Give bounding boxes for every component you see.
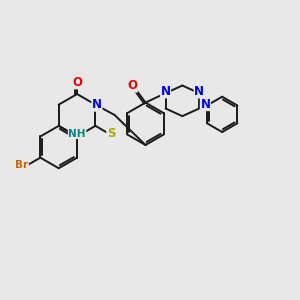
Text: N: N [160,85,170,98]
Text: NH: NH [68,128,86,139]
Text: Br: Br [15,160,28,170]
Text: S: S [107,127,115,140]
Text: N: N [200,98,210,111]
Text: N: N [194,85,204,98]
Text: N: N [92,98,102,111]
Text: O: O [72,76,82,89]
Text: O: O [127,79,137,92]
